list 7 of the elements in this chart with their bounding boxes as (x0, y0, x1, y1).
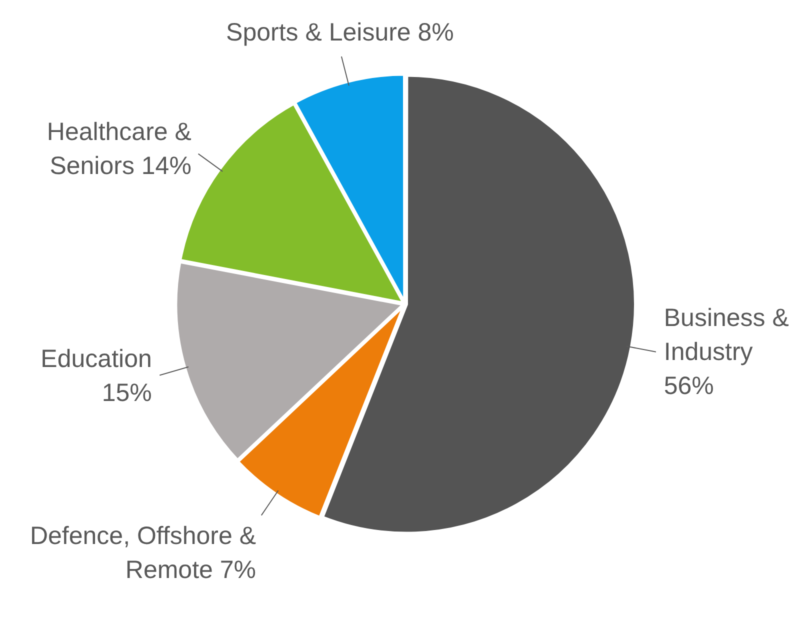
slice-label: Education (40, 344, 152, 373)
slice-label: Sports & Leisure 8% (226, 18, 454, 47)
slice-label: Defence, Offshore & Remote 7% (30, 522, 256, 584)
data-label: 56% (664, 372, 714, 400)
data-label: 15% (102, 378, 152, 407)
slice-label: Healthcare & Seniors 14% (46, 118, 192, 180)
slice-label: Business & Industry (664, 304, 790, 366)
